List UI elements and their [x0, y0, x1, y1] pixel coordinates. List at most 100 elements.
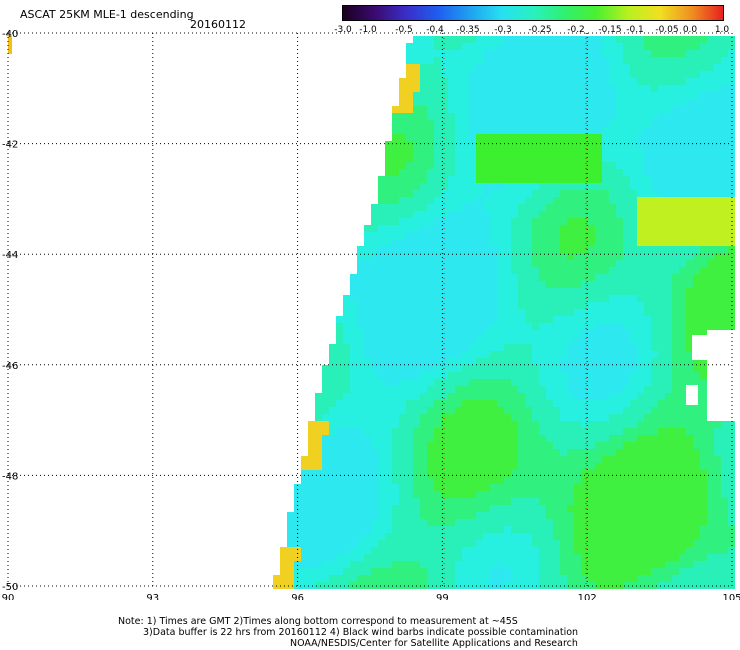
swath-cell — [644, 232, 651, 239]
swath-cell — [595, 260, 602, 267]
swath-cell — [630, 197, 637, 204]
swath-cell — [616, 554, 623, 561]
swath-cell — [539, 519, 546, 526]
swath-cell — [525, 239, 532, 246]
swath-cell — [455, 505, 462, 512]
swath-cell — [574, 421, 581, 428]
swath-cell — [616, 477, 623, 484]
swath-cell — [672, 379, 679, 386]
swath-cell — [539, 92, 546, 99]
swath-cell — [539, 505, 546, 512]
swath-cell — [504, 505, 511, 512]
swath-cell — [574, 204, 581, 211]
swath-cell — [546, 120, 553, 127]
swath-cell — [308, 484, 315, 491]
swath-cell — [371, 442, 378, 449]
swath-cell — [399, 442, 406, 449]
swath-cell — [392, 267, 399, 274]
swath-cell — [504, 477, 511, 484]
swath-cell — [476, 309, 483, 316]
swath-cell — [483, 211, 490, 218]
swath-cell — [630, 36, 637, 43]
swath-cell — [476, 540, 483, 547]
swath-cell — [483, 442, 490, 449]
swath-cell — [413, 85, 420, 92]
swath-cell — [602, 498, 609, 505]
swath-cell — [364, 253, 371, 260]
swath-cell — [420, 568, 427, 575]
swath-cell — [560, 50, 567, 57]
swath-cell — [644, 484, 651, 491]
swath-cell — [602, 253, 609, 260]
swath-cell — [427, 491, 434, 498]
swath-cell — [413, 113, 420, 120]
swath-cell — [427, 505, 434, 512]
swath-cell — [532, 442, 539, 449]
swath-cell — [686, 134, 693, 141]
swath-cell — [581, 43, 588, 50]
swath-cell — [455, 344, 462, 351]
swath-cell — [539, 78, 546, 85]
swath-cell — [413, 337, 420, 344]
swath-cell — [644, 204, 651, 211]
swath-cell — [441, 92, 448, 99]
swath-cell — [630, 421, 637, 428]
swath-cell — [434, 414, 441, 421]
swath-cell — [665, 316, 672, 323]
swath-cell — [693, 330, 700, 337]
swath-cell — [616, 309, 623, 316]
swath-cell — [700, 176, 707, 183]
swath-cell — [504, 288, 511, 295]
swath-cell — [420, 36, 427, 43]
swath-cell — [637, 442, 644, 449]
swath-cell — [532, 113, 539, 120]
swath-cell — [490, 323, 497, 330]
color-scale-label: 0.0 — [682, 25, 698, 35]
swath-cell — [581, 575, 588, 582]
swath-cell — [546, 344, 553, 351]
swath-cell — [707, 85, 714, 92]
swath-cell — [672, 582, 679, 589]
swath-cell — [532, 253, 539, 260]
swath-cell — [686, 183, 693, 190]
swath-cell — [630, 253, 637, 260]
swath-cell — [567, 197, 574, 204]
swath-cell — [595, 533, 602, 540]
swath-cell — [483, 365, 490, 372]
swath-cell — [665, 449, 672, 456]
swath-cell — [553, 386, 560, 393]
swath-cell — [539, 267, 546, 274]
swath-cell — [490, 85, 497, 92]
swath-cell — [616, 400, 623, 407]
swath-cell — [441, 449, 448, 456]
swath-cell — [721, 155, 728, 162]
swath-cell — [490, 36, 497, 43]
swath-cell — [539, 484, 546, 491]
swath-cell — [588, 337, 595, 344]
swath-cell — [336, 498, 343, 505]
swath-cell — [693, 162, 700, 169]
swath-cell — [490, 512, 497, 519]
swath-cell — [490, 120, 497, 127]
swath-cell — [679, 533, 686, 540]
swath-cell — [574, 442, 581, 449]
swath-cell — [602, 267, 609, 274]
swath-cell — [623, 127, 630, 134]
swath-cell — [567, 260, 574, 267]
swath-cell — [476, 169, 483, 176]
swath-cell — [469, 85, 476, 92]
swath-cell — [651, 491, 658, 498]
swath-cell — [462, 120, 469, 127]
swath-cell — [595, 400, 602, 407]
swath-cell — [637, 92, 644, 99]
swath-cell — [462, 295, 469, 302]
swath-cell — [392, 190, 399, 197]
swath-cell — [567, 505, 574, 512]
swath-cell — [595, 323, 602, 330]
swath-cell — [581, 400, 588, 407]
swath-cell — [651, 232, 658, 239]
swath-cell — [714, 554, 721, 561]
swath-cell — [511, 169, 518, 176]
swath-cell — [413, 302, 420, 309]
swath-cell — [567, 183, 574, 190]
